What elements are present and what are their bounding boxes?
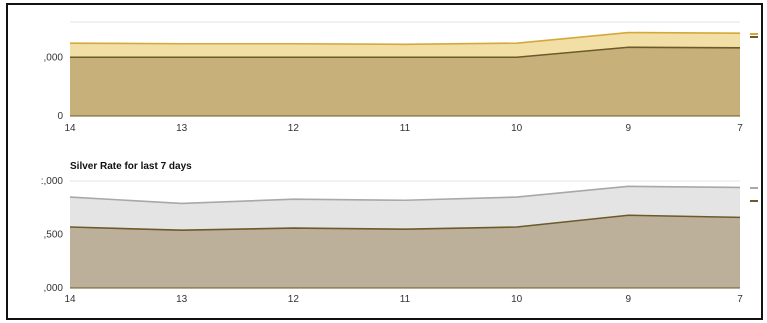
chart-title: Silver Rate for last 7 days: [70, 161, 192, 172]
x-tick-label: 7: [737, 294, 743, 305]
gold-rate-chart: 0 ,000 14 13 12 11 10 9 7: [44, 21, 758, 134]
series-area: [70, 215, 740, 288]
x-tick-label: 10: [511, 123, 523, 134]
chart-frame: [6, 3, 763, 320]
series-area: [70, 47, 740, 117]
x-tick-label: 12: [288, 294, 300, 305]
x-tick-label: 14: [64, 123, 76, 134]
silver-rate-chart: Silver Rate for last 7 days ,000 ,500 :,00…: [41, 161, 758, 305]
x-tick-label: 9: [626, 123, 632, 134]
legend-swatch: [750, 33, 758, 35]
series-line: [69, 31, 741, 46]
x-tick-label: 13: [176, 123, 188, 134]
series-line: [69, 185, 741, 205]
x-tick-label: 7: [737, 123, 743, 134]
y-tick-label: ,000: [44, 283, 64, 294]
legend-swatch: [750, 36, 758, 38]
x-tick-label: 13: [176, 294, 188, 305]
x-tick-label: 11: [400, 294, 411, 305]
x-tick-label: 11: [400, 123, 411, 134]
y-tick-label: ,500: [44, 230, 64, 241]
x-tick-label: 9: [626, 294, 632, 305]
y-tick-label: 0: [57, 111, 63, 122]
x-tick-label: 14: [64, 294, 76, 305]
y-tick-label: :,000: [41, 176, 64, 187]
x-tick-label: 10: [511, 294, 523, 305]
x-tick-label: 12: [288, 123, 300, 134]
legend-swatch: [750, 187, 758, 189]
series-line: [69, 214, 741, 232]
series-line: [70, 46, 741, 59]
legend-swatch: [750, 200, 758, 202]
y-tick-label: ,000: [44, 52, 64, 63]
